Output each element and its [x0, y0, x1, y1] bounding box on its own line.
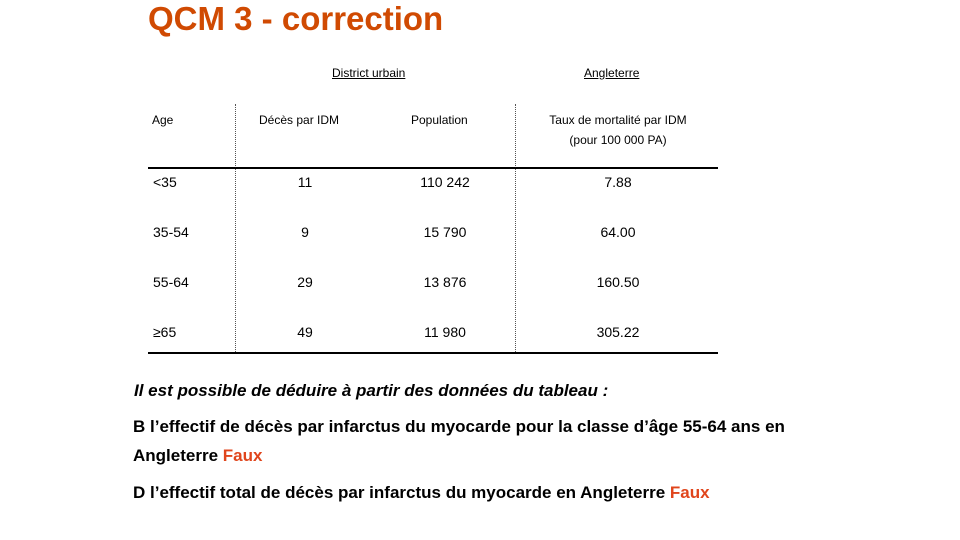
cell-deces: 29: [297, 274, 313, 290]
cell-deces: 11: [297, 174, 313, 190]
column-header-taux-line1: Taux de mortalité par IDM: [549, 113, 687, 127]
cell-deces: 49: [297, 324, 313, 340]
column-header-taux-line2: (pour 100 000 PA): [569, 133, 667, 147]
table-divider-left: [235, 104, 236, 352]
answer-b-text: B l’effectif de décès par infarctus du m…: [133, 417, 785, 465]
cell-taux: 160.50: [596, 274, 640, 290]
cell-taux: 305.22: [596, 324, 640, 340]
table-bottom-rule: [148, 352, 718, 354]
cell-age: ≥65: [153, 324, 177, 340]
question-text: Il est possible de déduire à partir des …: [134, 381, 609, 400]
table-row: 35-54 9 15 790 64.00: [148, 224, 718, 244]
cell-age: 55-64: [153, 274, 189, 290]
answer-b-verdict: Faux: [222, 446, 263, 465]
cell-taux: 7.88: [604, 174, 632, 190]
answer-d-verdict: Faux: [669, 483, 710, 502]
table-row: ≥65 49 11 980 305.22: [148, 324, 718, 344]
group-header-district: District urbain: [332, 66, 406, 80]
column-header-age: Age: [152, 113, 174, 127]
answer-b: B l’effectif de décès par infarctus du m…: [133, 412, 823, 470]
table-row: 55-64 29 13 876 160.50: [148, 274, 718, 294]
cell-age: 35-54: [153, 224, 189, 240]
cell-population: 110 242: [420, 174, 470, 190]
cell-population: 15 790: [423, 224, 467, 240]
table-header-rule: [148, 167, 718, 169]
cell-population: 13 876: [423, 274, 467, 290]
table-divider-right: [515, 104, 516, 352]
cell-population: 11 980: [424, 324, 466, 340]
table-row: <35 11 110 242 7.88: [148, 174, 718, 194]
cell-deces: 9: [301, 224, 309, 240]
answer-d-text: D l’effectif total de décès par infarctu…: [133, 483, 666, 502]
slide-title: QCM 3 - correction: [148, 0, 444, 37]
cell-age: <35: [153, 174, 177, 190]
group-header-angleterre: Angleterre: [584, 66, 640, 80]
cell-taux: 64.00: [600, 224, 636, 240]
column-header-deces: Décès par IDM: [259, 113, 340, 127]
column-header-taux: Taux de mortalité par IDM (pour 100 000 …: [518, 110, 718, 150]
column-header-population: Population: [411, 113, 468, 127]
answer-d: D l’effectif total de décès par infarctu…: [133, 478, 823, 507]
